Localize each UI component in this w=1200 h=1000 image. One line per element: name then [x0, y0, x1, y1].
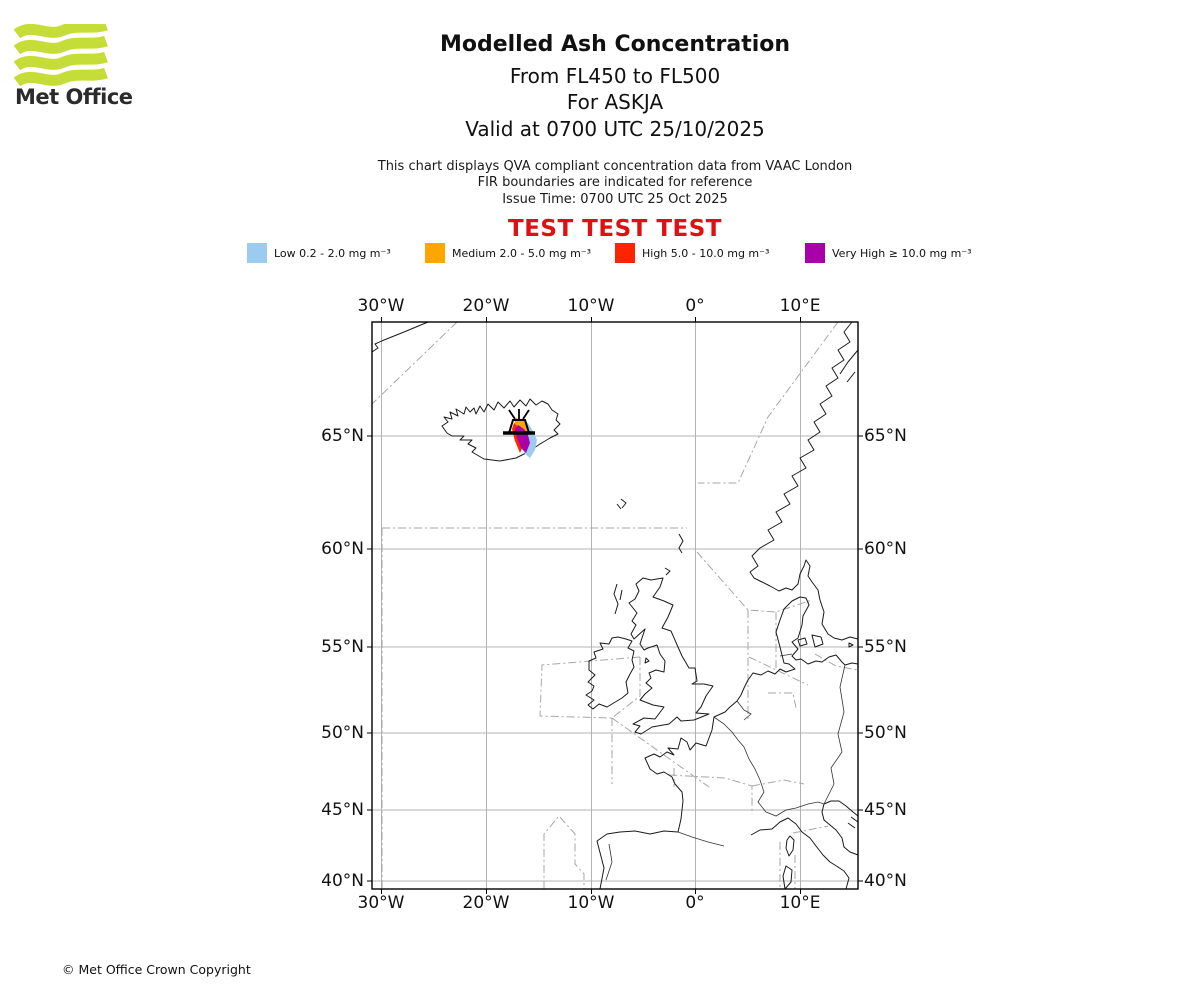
coast-faroe	[616, 498, 627, 510]
legend-label-low: Low 0.2 - 2.0 mg m⁻³	[274, 246, 391, 260]
legend-swatch-low	[247, 243, 267, 263]
lat-label-left-65n: 65°N	[321, 426, 364, 446]
page-title: Modelled Ash Concentration	[439, 32, 791, 57]
coast-continent	[596, 596, 859, 890]
lat-label-left-55n: 55°N	[321, 637, 364, 657]
coastlines	[371, 321, 859, 890]
map-graticule	[372, 322, 858, 889]
coast-italy-west	[750, 817, 850, 890]
lon-label-top-20w: 20°W	[462, 296, 510, 316]
lat-label-left-50n: 50°N	[321, 723, 364, 743]
lon-label-top-10w: 10°W	[567, 296, 615, 316]
info-fir-line: FIR boundaries are indicated for referen…	[477, 175, 753, 190]
lat-label-left-40n: 40°N	[321, 871, 364, 891]
coast-hebrides	[613, 583, 623, 615]
coast-isle-of-man	[644, 657, 650, 664]
map-frame	[371, 321, 859, 890]
lon-label-top-10e: 10°E	[779, 296, 821, 316]
coast-orkney	[664, 567, 671, 576]
coast-corsica	[785, 835, 795, 857]
legend-swatch-high	[615, 243, 635, 263]
subtitle-volcano: For ASKJA	[566, 90, 664, 114]
legend-label-medium: Medium 2.0 - 5.0 mg m⁻³	[452, 246, 592, 260]
ash-plume	[512, 418, 537, 458]
country-borders	[605, 653, 846, 881]
legend-item-low: Low 0.2 - 2.0 mg m⁻³	[247, 242, 391, 264]
met-office-logo	[14, 24, 124, 86]
lat-label-right-60n: 60°N	[864, 539, 907, 559]
coast-greenland	[371, 321, 429, 353]
coast-ireland	[585, 636, 635, 710]
lat-label-left-45n: 45°N	[321, 800, 364, 820]
lon-label-bottom-10w: 10°W	[567, 893, 615, 913]
ash-map	[367, 317, 863, 894]
lon-label-top-30w: 30°W	[357, 296, 405, 316]
lon-label-top-0: 0°	[685, 296, 705, 316]
coast-shetland	[678, 533, 684, 554]
subtitle-flight-levels: From FL450 to FL500	[509, 64, 721, 88]
coast-scandinavia	[749, 321, 859, 641]
lon-label-bottom-0: 0°	[685, 893, 705, 913]
met-office-brand-text: Met Office	[15, 85, 133, 109]
coast-croatia-islands	[847, 816, 859, 829]
map-panel	[367, 317, 863, 894]
lat-label-right-45n: 45°N	[864, 800, 907, 820]
coast-iceland	[441, 398, 561, 462]
legend-item-medium: Medium 2.0 - 5.0 mg m⁻³	[425, 242, 591, 264]
coast-lofoten	[839, 349, 859, 383]
coast-sardinia	[782, 865, 793, 890]
axis-ticks	[367, 317, 863, 894]
legend-label-very-high: Very High ≥ 10.0 mg m⁻³	[832, 246, 972, 260]
info-qva-line: This chart displays QVA compliant concen…	[377, 159, 853, 174]
lat-label-right-50n: 50°N	[864, 723, 907, 743]
legend-label-high: High 5.0 - 10.0 mg m⁻³	[642, 246, 770, 260]
lon-label-bottom-20w: 20°W	[462, 893, 510, 913]
fir-boundaries	[371, 321, 859, 889]
volcano-eruption-icon	[503, 409, 535, 435]
test-banner: TEST TEST TEST	[508, 216, 722, 242]
info-issue-time: Issue Time: 0700 UTC 25 Oct 2025	[502, 192, 728, 207]
legend-swatch-very-high	[805, 243, 825, 263]
legend-swatch-medium	[425, 243, 445, 263]
lat-label-right-65n: 65°N	[864, 426, 907, 446]
lat-label-right-40n: 40°N	[864, 871, 907, 891]
lon-label-bottom-30w: 30°W	[357, 893, 405, 913]
lat-label-left-60n: 60°N	[321, 539, 364, 559]
legend-item-high: High 5.0 - 10.0 mg m⁻³	[615, 242, 769, 264]
legend-item-very-high: Very High ≥ 10.0 mg m⁻³	[805, 242, 972, 264]
coast-adriatic	[821, 800, 859, 856]
subtitle-valid-time: Valid at 0700 UTC 25/10/2025	[465, 117, 765, 141]
coast-great-britain	[628, 577, 714, 735]
coast-danish-isles	[797, 634, 854, 648]
lat-label-right-55n: 55°N	[864, 637, 907, 657]
met-office-waves-icon	[14, 24, 108, 86]
copyright-notice: © Met Office Crown Copyright	[62, 962, 251, 977]
lon-label-bottom-10e: 10°E	[779, 893, 821, 913]
